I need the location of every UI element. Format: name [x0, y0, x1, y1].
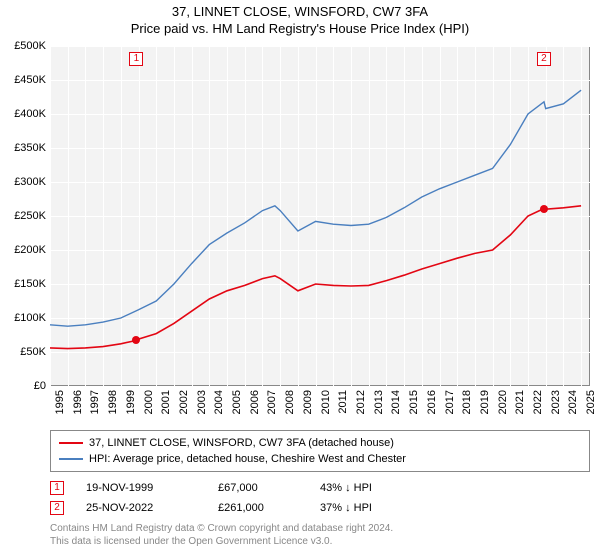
x-tick-label: 2003 [196, 390, 208, 414]
footer: 37, LINNET CLOSE, WINSFORD, CW7 3FA (det… [50, 430, 590, 548]
legend-label: 37, LINNET CLOSE, WINSFORD, CW7 3FA (det… [89, 435, 394, 451]
series-property [50, 206, 581, 349]
legend-swatch [59, 458, 83, 460]
sale-dot [540, 205, 548, 213]
sale-row: 1 19-NOV-1999 £67,000 43% ↓ HPI [50, 478, 590, 498]
y-tick-label: £0 [0, 380, 46, 392]
x-tick-label: 1996 [72, 390, 84, 414]
sale-row-marker: 2 [50, 501, 64, 515]
x-tick-label: 2012 [355, 390, 367, 414]
x-tick-label: 2016 [426, 390, 438, 414]
y-tick-label: £500K [0, 40, 46, 52]
x-tick-label: 2024 [567, 390, 579, 414]
chart-container: 37, LINNET CLOSE, WINSFORD, CW7 3FA Pric… [0, 0, 600, 560]
x-tick-label: 2022 [532, 390, 544, 414]
attribution: Contains HM Land Registry data © Crown c… [50, 522, 590, 548]
x-tick-label: 2011 [337, 390, 349, 414]
title-line-1: 37, LINNET CLOSE, WINSFORD, CW7 3FA [0, 4, 600, 19]
title-line-2: Price paid vs. HM Land Registry's House … [0, 21, 600, 36]
x-tick-label: 2000 [143, 390, 155, 414]
x-tick-label: 2025 [585, 390, 597, 414]
x-tick-label: 2019 [479, 390, 491, 414]
y-tick-label: £350K [0, 142, 46, 154]
x-tick-label: 2018 [461, 390, 473, 414]
attribution-line-1: Contains HM Land Registry data © Crown c… [50, 522, 590, 535]
y-tick-label: £400K [0, 108, 46, 120]
sale-date: 19-NOV-1999 [86, 478, 196, 498]
x-tick-label: 1997 [89, 390, 101, 414]
y-tick-label: £450K [0, 74, 46, 86]
x-tick-label: 2006 [249, 390, 261, 414]
legend-row: HPI: Average price, detached house, Ches… [59, 451, 581, 467]
legend: 37, LINNET CLOSE, WINSFORD, CW7 3FA (det… [50, 430, 590, 472]
x-tick-label: 2020 [497, 390, 509, 414]
titles: 37, LINNET CLOSE, WINSFORD, CW7 3FA Pric… [0, 0, 600, 36]
legend-row: 37, LINNET CLOSE, WINSFORD, CW7 3FA (det… [59, 435, 581, 451]
x-tick-label: 1998 [107, 390, 119, 414]
x-tick-label: 2015 [408, 390, 420, 414]
sale-pct: 43% ↓ HPI [320, 478, 410, 498]
hgrid [50, 386, 590, 387]
sale-row: 2 25-NOV-2022 £261,000 37% ↓ HPI [50, 498, 590, 518]
y-tick-label: £150K [0, 278, 46, 290]
legend-swatch [59, 442, 83, 444]
x-tick-label: 1999 [125, 390, 137, 414]
sale-dot [132, 336, 140, 344]
y-tick-label: £50K [0, 346, 46, 358]
y-tick-label: £250K [0, 210, 46, 222]
x-tick-label: 2021 [514, 390, 526, 414]
x-tick-label: 2007 [266, 390, 278, 414]
x-tick-label: 2008 [284, 390, 296, 414]
series-lines [50, 46, 590, 386]
sale-date: 25-NOV-2022 [86, 498, 196, 518]
x-tick-label: 2023 [550, 390, 562, 414]
x-tick-label: 2005 [231, 390, 243, 414]
sale-marker-box: 2 [537, 52, 551, 66]
x-tick-label: 1995 [54, 390, 66, 414]
y-tick-label: £200K [0, 244, 46, 256]
x-tick-label: 2013 [373, 390, 385, 414]
chart-area: 12 £0£50K£100K£150K£200K£250K£300K£350K£… [50, 46, 590, 386]
sale-row-marker: 1 [50, 481, 64, 495]
series-hpi [50, 90, 581, 326]
x-tick-label: 2009 [302, 390, 314, 414]
x-tick-label: 2001 [160, 390, 172, 414]
y-tick-label: £100K [0, 312, 46, 324]
x-tick-label: 2014 [390, 390, 402, 414]
attribution-line-2: This data is licensed under the Open Gov… [50, 535, 590, 548]
sale-pct: 37% ↓ HPI [320, 498, 410, 518]
sale-price: £261,000 [218, 498, 298, 518]
legend-label: HPI: Average price, detached house, Ches… [89, 451, 406, 467]
sale-rows: 1 19-NOV-1999 £67,000 43% ↓ HPI 2 25-NOV-2022… [50, 478, 590, 518]
sale-price: £67,000 [218, 478, 298, 498]
x-tick-label: 2017 [444, 390, 456, 414]
y-tick-label: £300K [0, 176, 46, 188]
sale-marker-box: 1 [129, 52, 143, 66]
x-tick-label: 2010 [320, 390, 332, 414]
x-tick-label: 2002 [178, 390, 190, 414]
x-tick-label: 2004 [213, 390, 225, 414]
